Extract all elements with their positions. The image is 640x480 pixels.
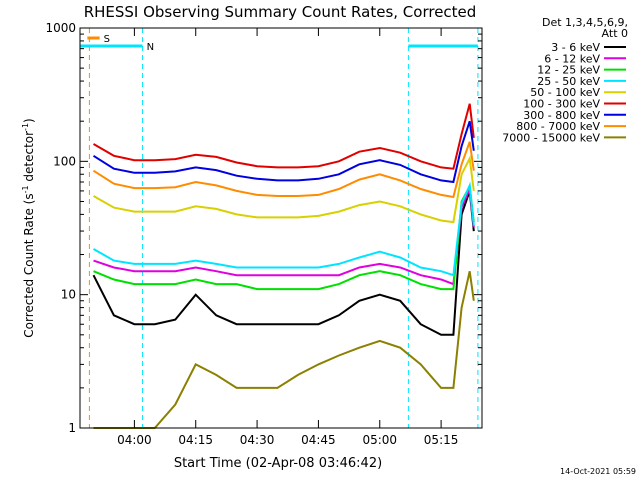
legend-entry-label: 25 - 50 keV	[537, 75, 600, 88]
y-tick-label: 100	[53, 154, 76, 168]
y-axis-label-end: )	[22, 118, 36, 123]
legend-entry-label: 12 - 25 keV	[537, 64, 600, 77]
legend-entry-label: 50 - 100 keV	[530, 86, 600, 99]
x-tick-label: 04:15	[178, 433, 213, 447]
y-tick-label: 10	[61, 288, 76, 302]
y-tick-label: 1	[68, 421, 76, 435]
y-axis-label: Corrected Count Rate (s-1 detector-1)	[21, 118, 36, 337]
series-line-2	[93, 185, 475, 286]
timestamp: 14-Oct-2021 05:59	[560, 467, 636, 476]
series-line-3	[93, 182, 475, 291]
legend-entry-label: 3 - 6 keV	[551, 41, 600, 54]
legend-entry-label: 300 - 800 keV	[523, 109, 600, 122]
series-line-7	[92, 120, 475, 184]
y-axis-label-mid: detector	[22, 131, 36, 186]
series-line-5	[93, 155, 475, 224]
y-axis-label-sup-2: -1	[21, 123, 30, 131]
plot-area: SN	[79, 28, 479, 429]
flag-label: S	[104, 34, 110, 45]
x-tick-label: 05:00	[362, 433, 397, 447]
legend-entry-label: 7000 - 15000 keV	[502, 131, 600, 144]
legend-header-line-1: Det 1,3,4,5,6,9,	[542, 16, 628, 29]
y-axis-label-sup-1: -1	[21, 185, 30, 193]
series-line-1	[92, 190, 475, 336]
x-tick-label: 04:30	[240, 433, 275, 447]
legend-entry-label: 6 - 12 keV	[544, 52, 600, 65]
x-tick-label: 04:45	[301, 433, 336, 447]
plot-frame	[79, 27, 483, 429]
series-line-4	[93, 181, 475, 277]
y-tick-label: 1000	[45, 21, 76, 35]
series-line-8	[92, 141, 475, 199]
y-axis: 1 10 100 1000	[45, 21, 482, 435]
x-axis: 04:00 04:15 04:30 04:45 05:00 05:15	[117, 28, 458, 447]
series-line-9	[93, 270, 475, 429]
x-tick-label: 04:00	[117, 433, 152, 447]
y-axis-label-main: Corrected Count Rate (s	[22, 193, 36, 337]
legend-entry-label: 800 - 7000 keV	[516, 120, 600, 133]
legend-entry-label: 100 - 300 keV	[523, 98, 600, 111]
flag-label: N	[147, 42, 154, 53]
legend-header-line-2: Att 0	[602, 27, 628, 40]
x-axis-label: Start Time (02-Apr-08 03:46:42)	[174, 456, 382, 471]
chart-title: RHESSI Observing Summary Count Rates, Co…	[84, 3, 477, 21]
series-line-6	[92, 103, 475, 170]
x-tick-label: 05:15	[424, 433, 459, 447]
